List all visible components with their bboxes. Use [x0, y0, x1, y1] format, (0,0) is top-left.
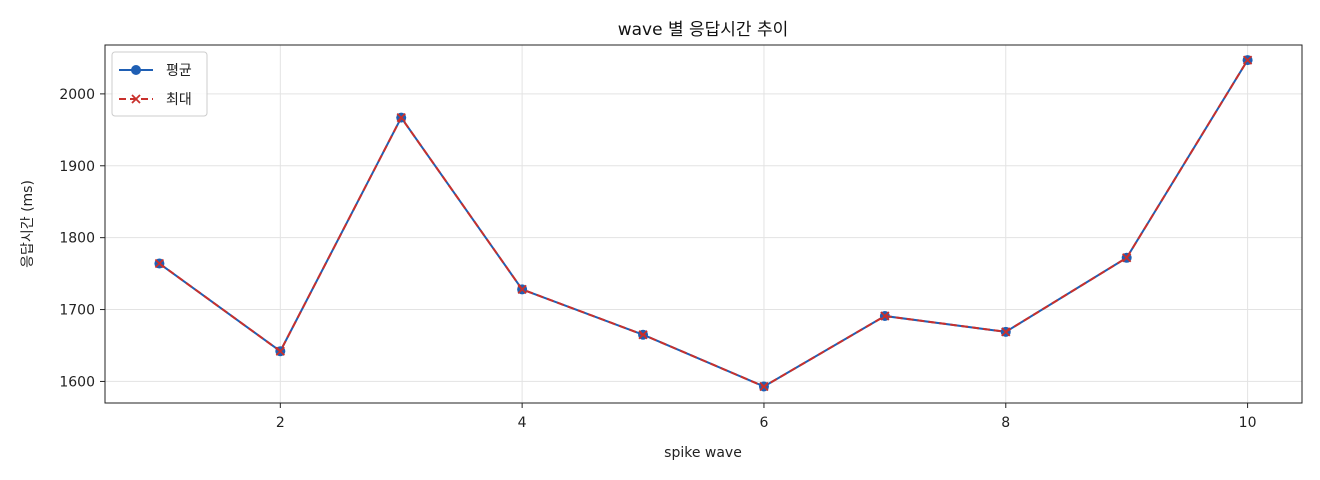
y-tick-label: 1800 [59, 231, 95, 247]
data-point-stroke [154, 258, 165, 269]
x-tick-label: 2 [276, 415, 285, 431]
data-point-stroke [1242, 55, 1253, 65]
legend-item: 최대 [119, 92, 192, 108]
series-1 [154, 55, 1253, 392]
data-point-stroke [638, 330, 648, 340]
x-tick-label: 6 [759, 415, 768, 431]
y-tick-label: 1900 [59, 159, 95, 175]
data-point [1001, 327, 1011, 337]
data-point [396, 112, 406, 123]
series-line [158, 59, 1249, 388]
data-point-stroke [880, 311, 890, 321]
grid [105, 45, 1302, 403]
data-point [154, 258, 165, 269]
chart-title: wave 별 응답시간 추이 [618, 20, 789, 40]
legend-item: 평균 [119, 63, 192, 79]
y-tick-label: 2000 [59, 87, 95, 103]
x-tick-label: 8 [1001, 415, 1010, 431]
data-point-stroke [759, 381, 769, 392]
x-tick-label: 4 [518, 415, 527, 431]
data-point [880, 311, 890, 321]
data-point [1242, 55, 1253, 65]
legend-label: 최대 [166, 92, 192, 108]
data-point-stroke [1001, 327, 1011, 337]
plot-frame [104, 44, 1303, 404]
data-point-stroke [396, 112, 406, 123]
series-line [158, 59, 1249, 388]
data-point-stroke [1122, 253, 1132, 263]
data-point-stroke [517, 284, 527, 295]
y-axis-label: 응답시간 (ms) [20, 180, 36, 268]
axis-ticks: 2 4 6 8 10 1600 1700 1800 1900 2000 [59, 87, 1256, 431]
data-point-stroke [275, 346, 285, 356]
legend-label: 평균 [166, 63, 192, 79]
y-tick-label: 1700 [59, 303, 95, 319]
data-point [517, 284, 527, 295]
data-point [275, 346, 285, 356]
legend-box [111, 51, 208, 117]
y-tick-label: 1600 [59, 374, 95, 390]
series-2 [154, 55, 1253, 392]
legend-marker [131, 65, 141, 75]
data-point [638, 330, 648, 340]
legend-marker [131, 94, 141, 104]
x-tick-label: 10 [1239, 415, 1257, 431]
series-lines [154, 55, 1253, 392]
x-axis-label: spike wave [664, 445, 742, 461]
data-point [759, 381, 769, 392]
data-point [1122, 253, 1132, 263]
